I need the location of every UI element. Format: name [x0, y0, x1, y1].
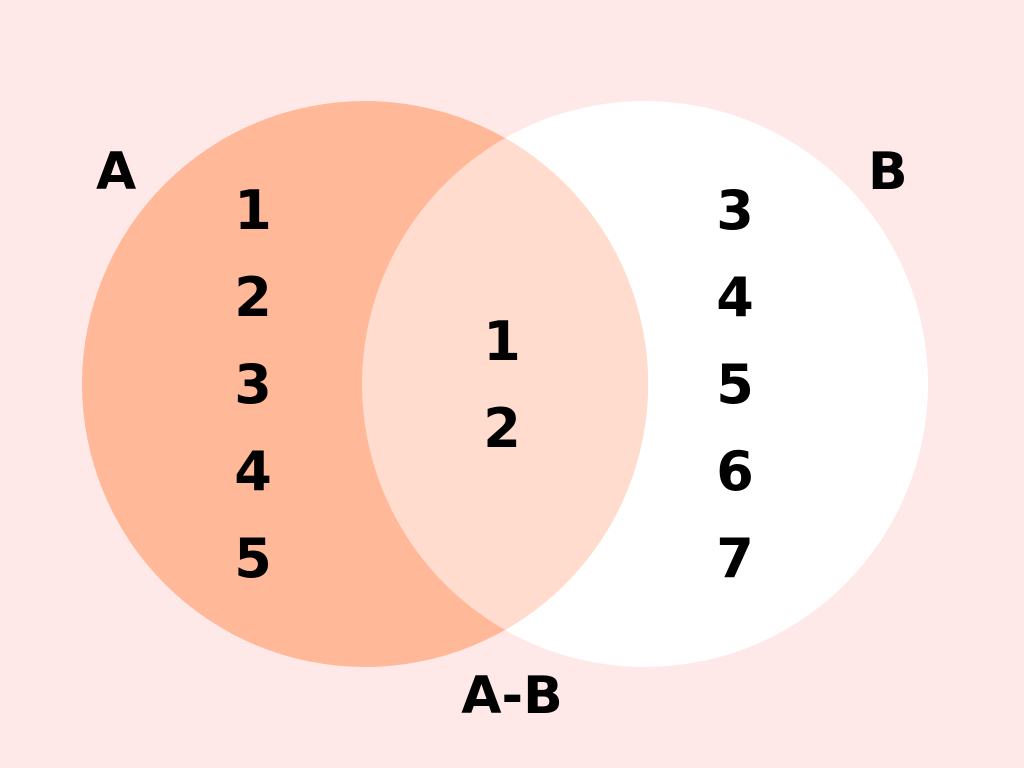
set-a-value: 3 — [234, 353, 272, 416]
set-a-label: A — [96, 142, 137, 202]
set-b-value: 7 — [716, 527, 754, 590]
set-a-value: 4 — [234, 440, 272, 503]
set-b-only-values: 3 4 5 6 7 — [705, 167, 765, 602]
set-b-label: B — [868, 142, 908, 202]
set-b-value: 3 — [716, 179, 754, 242]
intersection-value: 2 — [483, 397, 521, 460]
diagram-caption: A-B — [461, 666, 563, 726]
set-a-value: 5 — [234, 527, 272, 590]
intersection-region — [362, 101, 648, 667]
set-a-value: 2 — [234, 266, 272, 329]
set-a-only-values: 1 2 3 4 5 — [223, 167, 283, 602]
intersection-values: 1 2 — [472, 298, 532, 472]
set-b-value: 4 — [716, 266, 754, 329]
set-a-value: 1 — [234, 179, 272, 242]
intersection-value: 1 — [483, 310, 521, 373]
set-b-value: 5 — [716, 353, 754, 416]
set-b-value: 6 — [716, 440, 754, 503]
